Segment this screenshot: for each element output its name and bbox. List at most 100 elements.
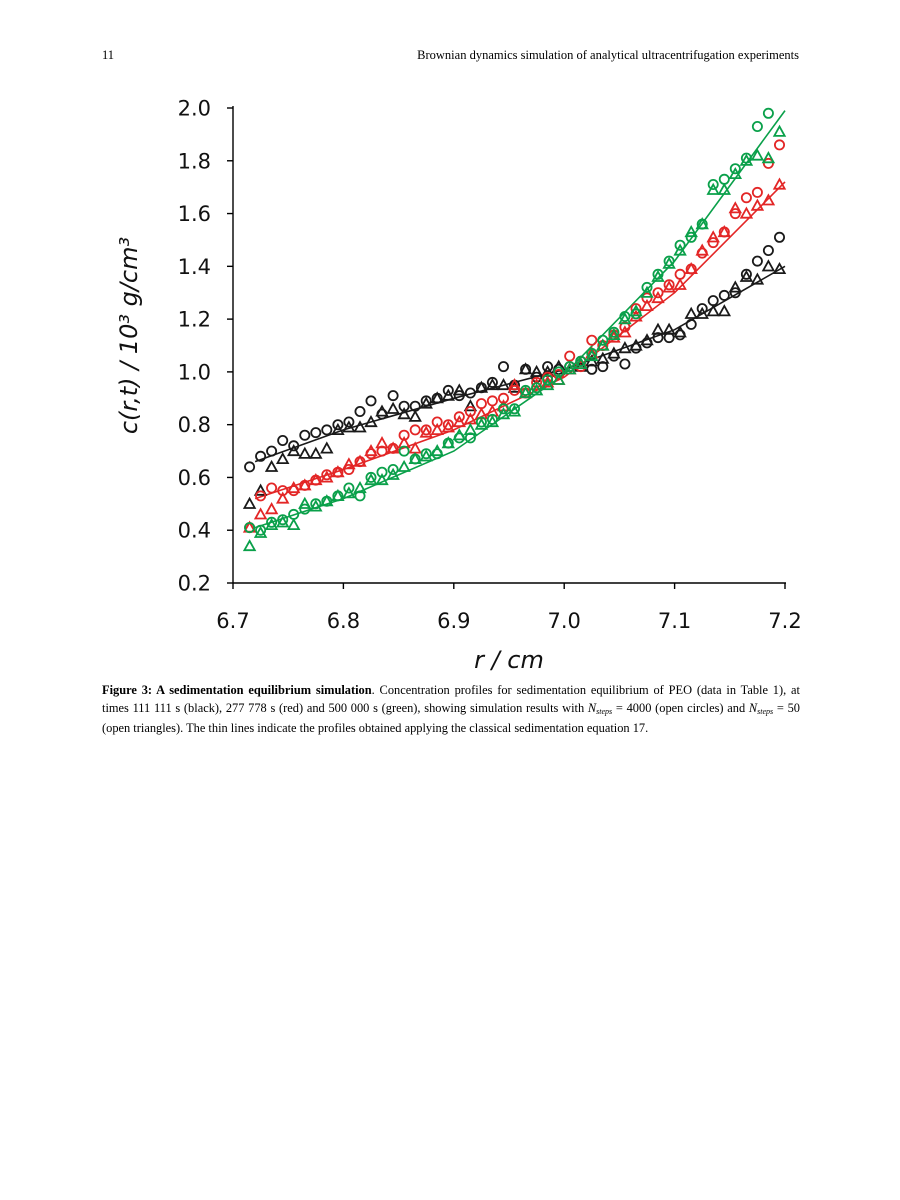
data-point-circle-green <box>652 268 664 280</box>
data-point-circle-black <box>442 384 454 396</box>
data-point-circle-black <box>277 434 289 446</box>
data-point-triangle-red <box>728 201 743 214</box>
data-point-triangle-green <box>408 451 422 465</box>
data-point-circle-green <box>277 514 289 526</box>
fit-line-red <box>254 181 786 500</box>
data-point-triangle-green <box>607 327 621 341</box>
data-point-triangle-red <box>298 478 312 491</box>
data-point-triangle-black <box>430 391 444 404</box>
data-point-circle-black <box>619 358 631 370</box>
data-point-circle-green <box>751 121 763 133</box>
data-point-circle-red <box>431 416 443 428</box>
data-point-circle-black <box>266 445 278 457</box>
data-point-triangle-red <box>618 325 632 338</box>
data-point-circle-red <box>564 350 576 362</box>
x-tick-label: 7.1 <box>658 609 691 633</box>
data-point-triangle-red <box>430 422 444 436</box>
data-point-triangle-green <box>529 383 544 396</box>
data-point-circle-red <box>475 398 487 410</box>
data-point-circle-green <box>707 178 719 190</box>
data-point-triangle-black <box>253 483 268 496</box>
data-point-circle-green <box>619 310 631 322</box>
data-point-triangle-green <box>364 473 378 486</box>
data-point-circle-red <box>420 424 432 436</box>
caption-text-1: . Concentration profiles for sedimentati… <box>102 683 800 715</box>
fit-line-black <box>254 265 786 463</box>
data-point-triangle-black <box>375 404 389 417</box>
data-point-triangle-green <box>309 499 323 512</box>
data-point-triangle-black <box>408 409 422 422</box>
data-point-triangle-black <box>485 378 500 391</box>
data-point-triangle-red <box>761 193 776 206</box>
data-point-circle-green <box>586 347 598 359</box>
data-point-triangle-green <box>629 304 643 317</box>
data-point-circle-green <box>266 516 278 528</box>
data-markers <box>242 107 787 552</box>
data-point-circle-green <box>740 152 752 164</box>
data-point-triangle-black <box>651 322 665 335</box>
data-point-circle-black <box>762 244 774 256</box>
data-point-circle-black <box>332 419 344 431</box>
data-point-triangle-black <box>772 261 787 275</box>
data-point-circle-red <box>663 279 675 291</box>
data-point-triangle-black <box>342 420 356 433</box>
y-tick-label: 1.6 <box>178 202 211 226</box>
data-point-triangle-red <box>253 507 268 520</box>
data-point-triangle-black <box>474 380 489 393</box>
x-tick-label: 6.9 <box>437 609 470 633</box>
running-head: 11 Brownian dynamics simulation of analy… <box>102 48 799 66</box>
data-point-triangle-red <box>452 414 467 428</box>
axis-labels: 0.2 0.4 0.6 0.8 1.0 1.2 1.4 1.6 1.8 2.0 6.7 6.8 6.9 7… <box>115 97 802 675</box>
caption-steps-sub-2: steps <box>757 706 774 716</box>
data-point-triangle-green <box>717 182 732 195</box>
data-point-circle-green <box>354 490 366 502</box>
data-point-triangle-green <box>695 217 709 230</box>
data-point-circle-black <box>354 405 366 417</box>
x-tick-label: 6.7 <box>216 609 249 633</box>
data-point-triangle-green <box>353 480 367 494</box>
caption-n-steps-2: N <box>748 700 758 715</box>
data-point-triangle-green <box>651 269 665 282</box>
y-tick-label: 1.0 <box>178 360 211 384</box>
y-tick-label: 1.4 <box>178 255 211 279</box>
y-tick-label: 0.6 <box>178 466 211 490</box>
data-point-circle-black <box>751 255 763 267</box>
data-point-triangle-green <box>640 285 654 298</box>
data-point-triangle-red <box>264 502 279 515</box>
data-point-triangle-black <box>298 446 312 459</box>
data-point-circle-green <box>718 173 730 185</box>
data-point-triangle-green <box>253 525 268 538</box>
data-point-circle-black <box>299 429 311 441</box>
data-point-triangle-red <box>640 298 654 312</box>
data-point-circle-red <box>740 192 752 204</box>
fit-lines <box>254 110 786 529</box>
data-point-circle-green <box>674 239 686 251</box>
data-point-circle-black <box>310 427 322 439</box>
data-point-triangle-red <box>375 436 389 449</box>
data-point-triangle-green <box>761 151 776 164</box>
data-point-circle-black <box>255 450 267 462</box>
data-point-circle-green <box>398 445 410 457</box>
data-point-circle-red <box>464 405 476 417</box>
data-point-triangle-red <box>717 224 732 238</box>
data-point-circle-red <box>774 139 786 151</box>
data-point-circle-red <box>321 469 333 481</box>
caption-label: Figure 3: A sedimentation equilibrium si… <box>102 683 372 697</box>
data-point-circle-black <box>774 231 786 243</box>
data-point-triangle-red <box>342 457 356 470</box>
data-point-circle-black <box>696 303 708 315</box>
data-point-triangle-green <box>540 378 555 391</box>
data-point-triangle-red <box>507 378 522 391</box>
data-point-triangle-green <box>331 488 345 502</box>
data-point-triangle-red <box>331 465 345 478</box>
data-point-triangle-red <box>651 290 665 304</box>
data-point-triangle-black <box>320 441 334 454</box>
y-tick-label: 0.2 <box>178 572 211 596</box>
data-point-circle-black <box>718 289 730 301</box>
caption-text-3: = 50 (open triangles). The thin lines in… <box>102 700 801 736</box>
data-point-triangle-green <box>739 153 754 166</box>
data-point-circle-red <box>707 237 719 249</box>
data-point-triangle-black <box>286 444 301 457</box>
data-point-circle-red <box>729 208 741 220</box>
data-point-triangle-red <box>706 230 720 243</box>
